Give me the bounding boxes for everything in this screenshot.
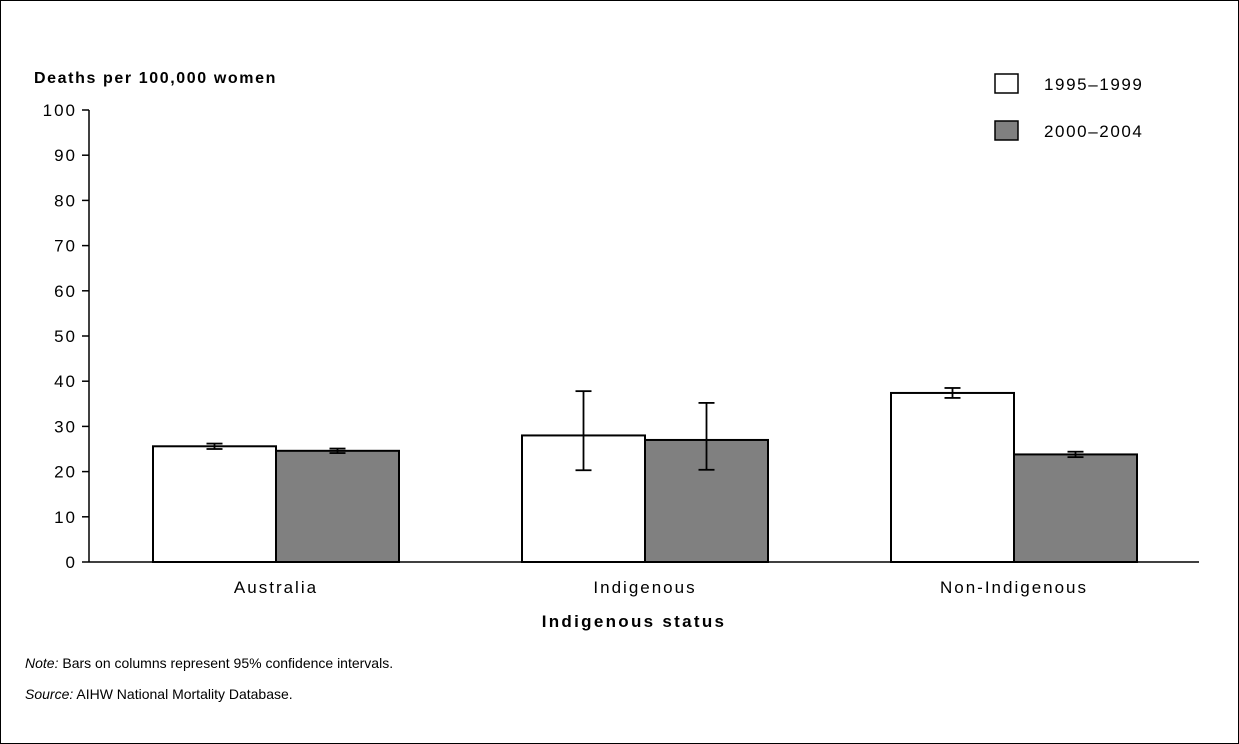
source-line: Source: AIHW National Mortality Database… xyxy=(25,686,293,702)
bar-non-indigenous-0 xyxy=(890,391,1015,563)
bars xyxy=(152,391,1138,564)
x-axis-label: Indigenous status xyxy=(542,612,727,631)
x-tick-label: Indigenous xyxy=(593,578,696,597)
legend-label: 2000–2004 xyxy=(1044,122,1144,141)
error-bars xyxy=(206,387,1084,472)
y-tick-label: 40 xyxy=(54,372,77,391)
bar-australia-1 xyxy=(275,449,400,564)
source-text: AIHW National Mortality Database. xyxy=(73,686,293,702)
legend-swatch xyxy=(994,120,1019,141)
bar-australia-0 xyxy=(152,445,277,563)
y-tick-label: 100 xyxy=(43,101,77,120)
note-line: Note: Bars on columns represent 95% conf… xyxy=(25,655,393,671)
x-tick-label: Australia xyxy=(234,578,318,597)
y-tick-label: 70 xyxy=(54,237,77,256)
x-tick-label: Non-Indigenous xyxy=(940,578,1088,597)
note-text: Bars on columns represent 95% confidence… xyxy=(58,655,394,671)
y-tick-label: 30 xyxy=(54,417,77,436)
legend: 1995–1999 2000–2004 xyxy=(994,73,1144,141)
y-tick-label: 20 xyxy=(54,463,77,482)
bar-non-indigenous-1 xyxy=(1013,453,1138,564)
y-axis-label: Deaths per 100,000 women xyxy=(34,70,277,87)
y-axis: 0 10 20 30 40 50 60 70 80 90 100 xyxy=(43,101,90,572)
y-tick-label: 10 xyxy=(54,508,77,527)
note-label: Note: xyxy=(25,655,59,671)
source-label: Source: xyxy=(25,686,74,702)
x-axis: Australia Indigenous Non-Indigenous xyxy=(89,561,1199,597)
y-tick-label: 90 xyxy=(54,146,77,165)
y-tick-label: 60 xyxy=(54,282,77,301)
legend-swatch xyxy=(994,73,1019,94)
legend-label: 1995–1999 xyxy=(1044,75,1144,94)
y-tick-label: 50 xyxy=(54,327,77,346)
y-tick-label: 0 xyxy=(66,553,77,572)
y-tick-label: 80 xyxy=(54,191,77,210)
